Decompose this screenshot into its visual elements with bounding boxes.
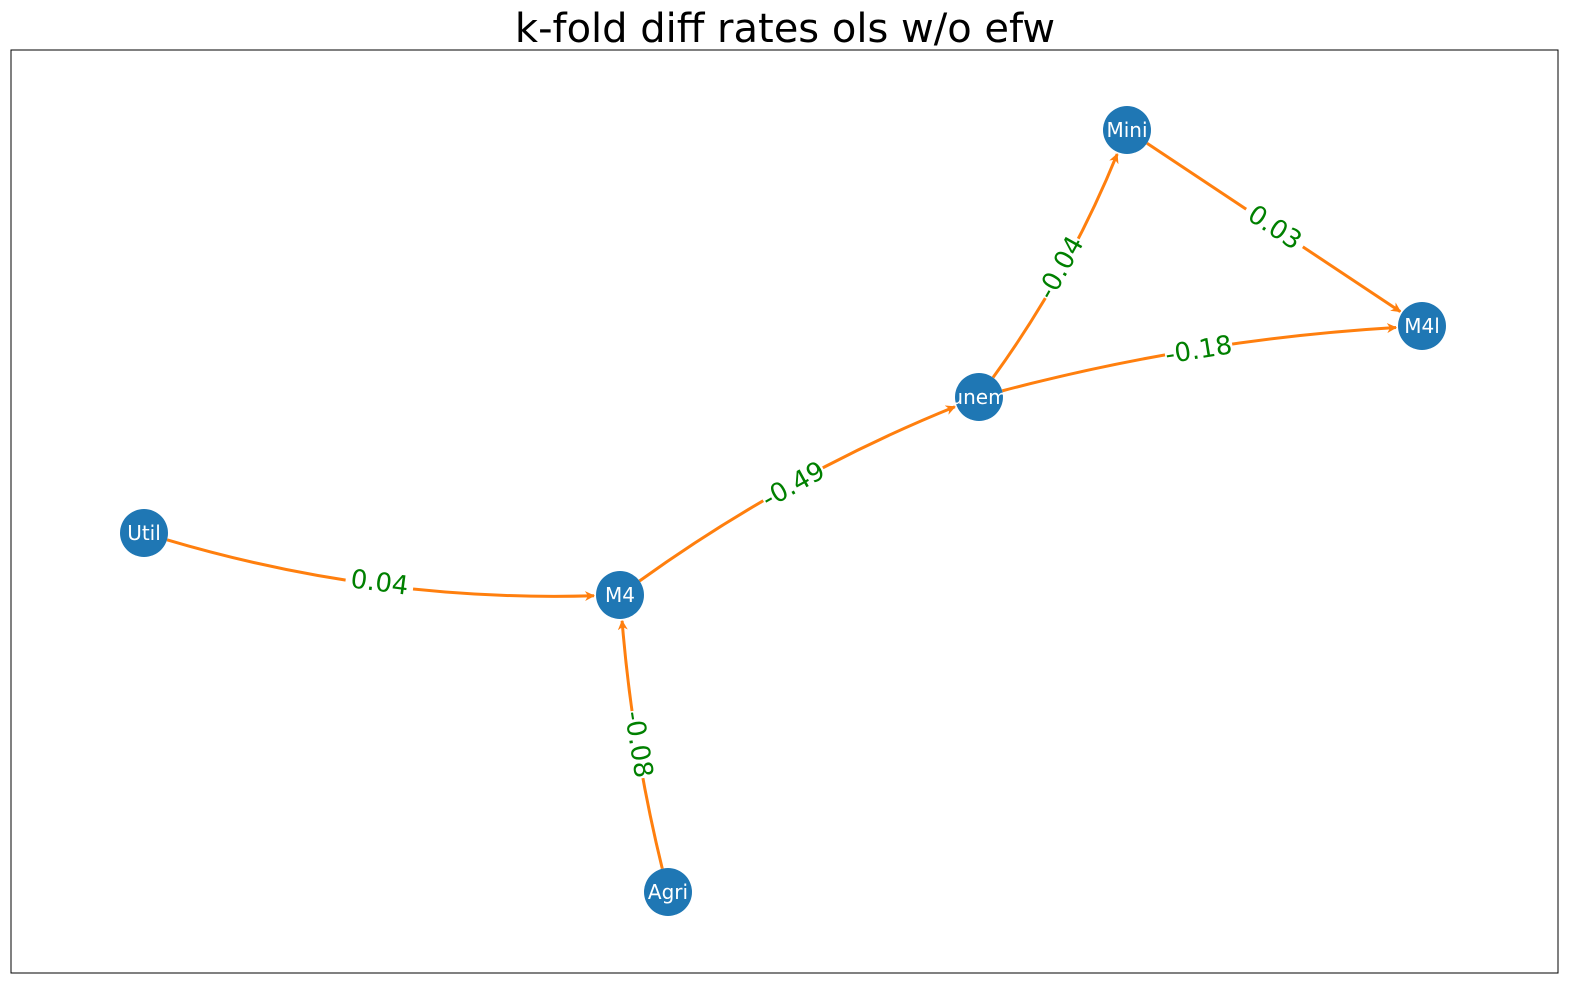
nodes-layer: Util M4 Agri unem Mini M4l xyxy=(120,106,1446,916)
node-label: M4 xyxy=(605,583,635,607)
edge-label-background xyxy=(616,708,660,781)
node-circle xyxy=(1398,302,1446,350)
node-label: Util xyxy=(127,521,161,545)
node-label: Agri xyxy=(648,880,688,904)
edge-label-background xyxy=(343,562,416,604)
edge-label-background xyxy=(756,454,832,516)
edge-label: 0.04 xyxy=(349,564,410,601)
edge-label-background xyxy=(1162,329,1235,372)
node-Util: Util xyxy=(120,509,168,557)
node-M4: M4 xyxy=(596,571,644,619)
plot-frame xyxy=(10,49,1559,974)
node-label: unem xyxy=(950,385,1007,409)
node-circle xyxy=(120,509,168,557)
node-M4l: M4l xyxy=(1398,302,1446,350)
edge-label-background xyxy=(1030,230,1092,306)
node-label: M4l xyxy=(1404,314,1440,338)
node-circle xyxy=(1103,106,1151,154)
node-Agri: Agri xyxy=(644,868,692,916)
node-circle xyxy=(596,571,644,619)
node-circle xyxy=(644,868,692,916)
node-Mini: Mini xyxy=(1103,106,1151,154)
node-label: Mini xyxy=(1106,118,1147,142)
edge-label: -0.08 xyxy=(618,709,658,780)
diagram-title: k-fold diff rates ols w/o efw xyxy=(515,6,1055,52)
edge-label: -0.18 xyxy=(1163,330,1234,370)
edge-label-background xyxy=(1237,195,1312,261)
edge-label: -0.04 xyxy=(1032,231,1091,304)
edge-labels-layer: 0.04-0.08-0.49-0.04-0.180.03 xyxy=(343,195,1312,781)
edge-label: -0.49 xyxy=(757,456,830,515)
node-circle xyxy=(955,373,1003,421)
node-unem: unem xyxy=(950,373,1008,421)
